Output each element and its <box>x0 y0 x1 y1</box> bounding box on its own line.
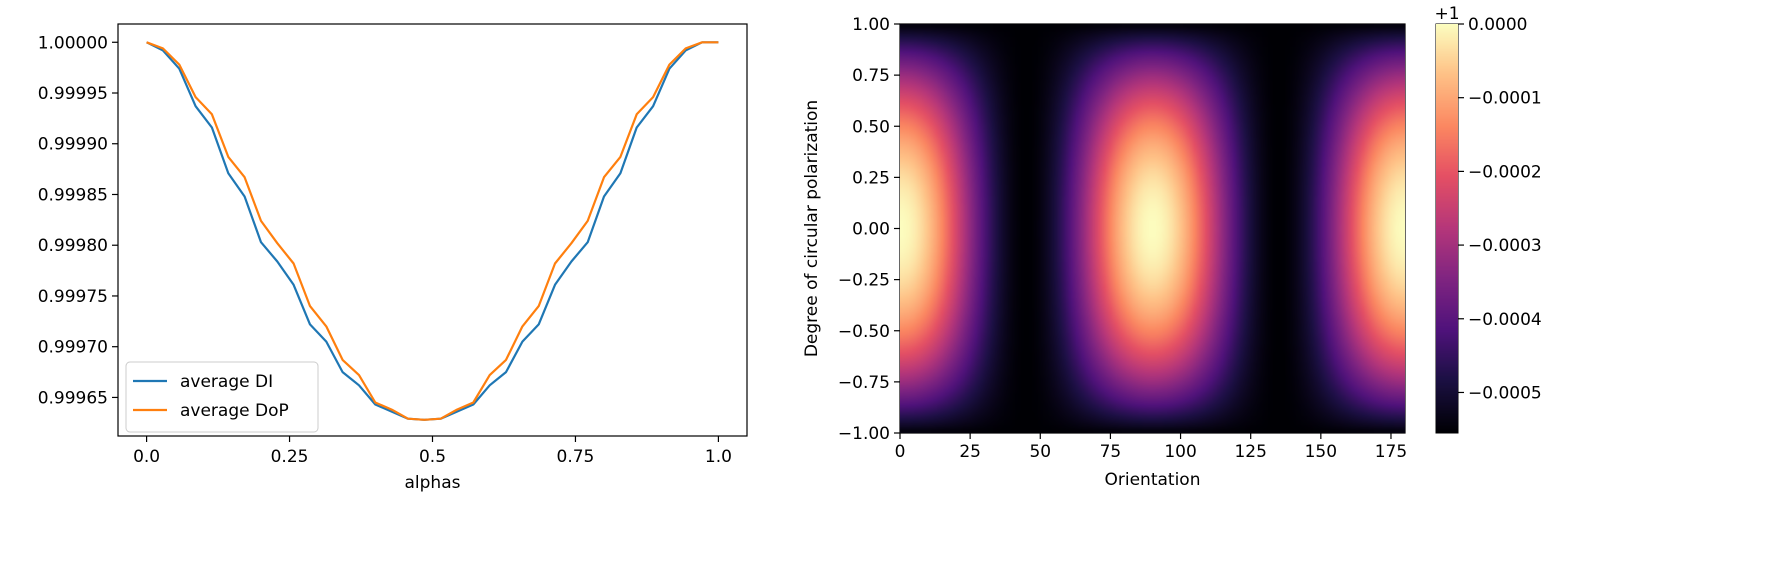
x-tick-label: 100 <box>1164 442 1196 462</box>
x-tick-label: 0.0 <box>133 447 160 467</box>
y-tick-label: 1.00000 <box>38 33 108 53</box>
x-tick-label: 0.25 <box>271 447 309 467</box>
x-tick-label: 50 <box>1029 442 1051 462</box>
heatmap-image <box>900 24 1405 433</box>
x-tick-label: 25 <box>959 442 981 462</box>
x-tick-label: 0.5 <box>419 447 446 467</box>
y-tick-label: 0.99975 <box>38 287 108 307</box>
x-axis-label: Orientation <box>1105 470 1201 490</box>
y-tick-label: 0.99990 <box>38 135 108 155</box>
y-axis-label: Degree of circular polarization <box>802 100 822 357</box>
legend-box <box>125 361 319 433</box>
legend-label: average DoP <box>180 401 289 421</box>
colorbar-gradient <box>1436 24 1458 433</box>
legend-label: average DI <box>180 372 273 392</box>
y-tick-label: −0.50 <box>838 322 890 342</box>
y-tick-label: 0.99970 <box>38 338 108 358</box>
y-tick-label: 0.75 <box>852 66 890 86</box>
y-tick-label: 0.99980 <box>38 236 108 256</box>
y-tick-label: 1.00 <box>852 15 890 35</box>
colorbar-tick-label: −0.0004 <box>1468 310 1542 330</box>
x-tick-label: 150 <box>1305 442 1337 462</box>
y-tick-label: 0.99995 <box>38 84 108 104</box>
plot-frame <box>117 23 748 437</box>
x-tick-label: 0.75 <box>557 447 595 467</box>
colorbar-tick-label: 0.0000 <box>1468 15 1527 35</box>
y-tick-label: 0.25 <box>852 168 890 188</box>
x-tick-label: 0 <box>895 442 906 462</box>
x-axis-label: alphas <box>405 473 461 493</box>
y-tick-label: 0.50 <box>852 117 890 137</box>
colorbar-tick-label: −0.0003 <box>1468 236 1542 256</box>
x-tick-label: 1.0 <box>705 447 732 467</box>
y-tick-label: −0.75 <box>838 373 890 393</box>
x-tick-label: 175 <box>1375 442 1407 462</box>
y-tick-label: 0.99965 <box>38 388 108 408</box>
y-tick-label: 0.99985 <box>38 185 108 205</box>
colorbar-offset-label: +1 <box>1434 4 1459 24</box>
x-tick-label: 125 <box>1234 442 1266 462</box>
colorbar-tick-label: −0.0002 <box>1468 162 1542 182</box>
y-tick-label: −1.00 <box>838 424 890 444</box>
colorbar-tick-label: −0.0001 <box>1468 89 1542 109</box>
y-tick-label: −0.25 <box>838 271 890 291</box>
x-tick-label: 75 <box>1100 442 1122 462</box>
y-tick-label: 0.00 <box>852 220 890 240</box>
series-line-average-dop <box>146 41 719 421</box>
colorbar-tick-label: −0.0005 <box>1468 383 1542 403</box>
